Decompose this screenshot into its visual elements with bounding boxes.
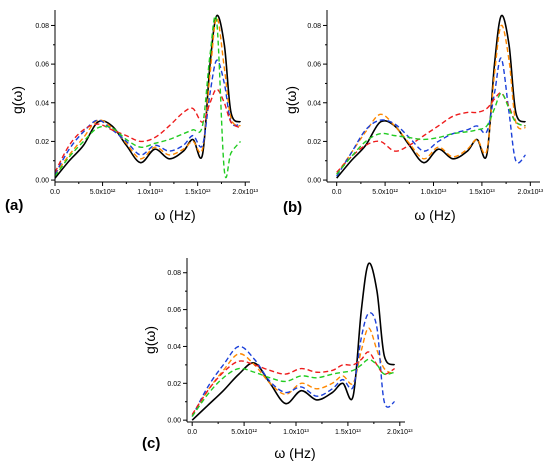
y-tick-label: 0.02 [167, 381, 181, 388]
y-tick-label: 0.06 [35, 62, 49, 69]
x-tick-label: 0.0 [332, 189, 342, 196]
x-tick-label: 5.0x10¹² [231, 429, 257, 436]
chart-panel-c: 0.0 5.0x10¹² 1.0x10¹³ 1.5x10¹³ 2.0x10¹³ 0.00 0… [142, 258, 413, 461]
panel-label: (b) [283, 199, 302, 216]
series-line-4 [55, 88, 241, 173]
x-tick-label: 1.5x10¹³ [185, 189, 211, 196]
y-tick-label: 0.02 [35, 139, 49, 146]
chart-panel-b: 0.0 5.0x10¹² 1.0x10¹³ 1.5x10¹³ 2.0x10¹³ 0.00 0… [283, 10, 544, 223]
series-line-1 [55, 14, 242, 179]
y-tick-label: 0.04 [35, 100, 49, 107]
y-tick-label: 0.08 [167, 270, 181, 277]
x-axis-title: ω (Hz) [414, 207, 455, 223]
y-tick-label: 0.06 [167, 307, 181, 314]
x-axis-title: ω (Hz) [154, 207, 195, 223]
x-tick-label: 1.5x10¹³ [335, 429, 361, 436]
series-line-5 [55, 15, 242, 179]
y-tick-label: 0.08 [35, 23, 49, 30]
x-tick-label: 1.0x10¹³ [137, 189, 163, 196]
x-tick-label: 1.0x10¹³ [283, 429, 309, 436]
y-tick-label: 0.00 [35, 178, 49, 185]
y-tick-label: 0.02 [307, 139, 321, 146]
series-line-2 [55, 17, 241, 175]
x-tick-label: 2.0x10¹³ [232, 189, 258, 196]
x-tick-label: 2.0x10¹³ [517, 189, 543, 196]
y-tick-label: 0.04 [307, 100, 321, 107]
series-line-1 [191, 262, 396, 421]
y-tick-label: 0.08 [307, 23, 321, 30]
series-line-5 [336, 92, 526, 175]
y-tick-label: 0.00 [307, 178, 321, 185]
x-tick-label: 2.0x10¹³ [387, 429, 413, 436]
series-line-3 [55, 59, 241, 175]
series-line-2 [191, 327, 395, 417]
chart-panel-a: 0.0 5.0x10¹² 1.0x10¹³ 1.5x10¹³ 2.0x10¹³ 0.00 0… [5, 10, 259, 223]
x-tick-label: 5.0x10¹² [90, 189, 116, 196]
x-tick-label: 1.0x10¹³ [421, 189, 447, 196]
series-line-3 [191, 312, 395, 417]
x-tick-label: 0.0 [50, 189, 60, 196]
series-line-5 [191, 358, 395, 417]
y-tick-label: 0.04 [167, 344, 181, 351]
series-line-4 [191, 351, 395, 416]
x-tick-label: 0.0 [187, 429, 197, 436]
x-axis-title: ω (Hz) [274, 445, 315, 461]
x-tick-label: 1.5x10¹³ [469, 189, 495, 196]
y-axis-title: g(ω) [9, 86, 25, 114]
y-tick-label: 0.00 [167, 418, 181, 425]
y-axis-title: g(ω) [283, 86, 299, 114]
series-line-2 [336, 24, 526, 175]
panel-label: (a) [5, 197, 23, 214]
x-tick-label: 5.0x10¹² [372, 189, 398, 196]
y-tick-label: 0.06 [307, 62, 321, 69]
panel-label: (c) [142, 435, 160, 452]
series-line-1 [336, 14, 527, 179]
series-line-3 [336, 57, 526, 177]
y-axis-title: g(ω) [142, 326, 158, 354]
